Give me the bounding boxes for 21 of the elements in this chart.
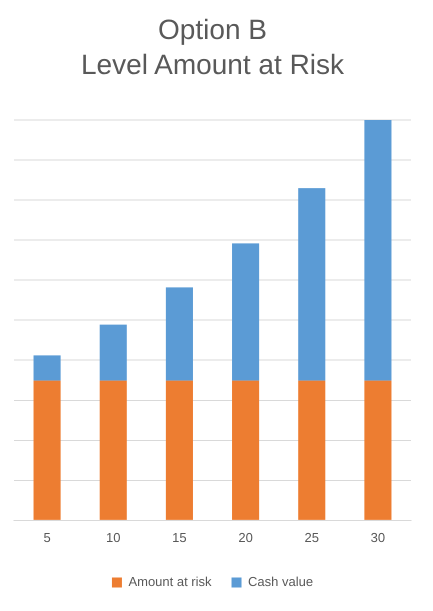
bar xyxy=(298,380,326,520)
x-tick-label: 10 xyxy=(106,530,120,545)
bar xyxy=(166,287,193,381)
bar xyxy=(34,355,61,381)
bar xyxy=(364,380,392,520)
bar xyxy=(298,188,326,381)
bar xyxy=(364,120,392,381)
bar xyxy=(100,380,127,520)
bar xyxy=(166,380,193,520)
x-tick-label: 25 xyxy=(304,530,319,545)
x-tick-label: 15 xyxy=(172,530,187,545)
bar xyxy=(100,324,127,381)
x-tick-label: 20 xyxy=(238,530,253,545)
legend-label: Cash value xyxy=(248,574,314,590)
chart-title: Option B Level Amount at Risk xyxy=(80,14,346,80)
bar xyxy=(232,380,260,520)
bar xyxy=(232,243,260,381)
bar xyxy=(34,380,61,520)
x-tick-label: 5 xyxy=(43,530,51,545)
legend-label: Amount at risk xyxy=(128,574,212,590)
x-tick-label: 30 xyxy=(370,530,386,545)
